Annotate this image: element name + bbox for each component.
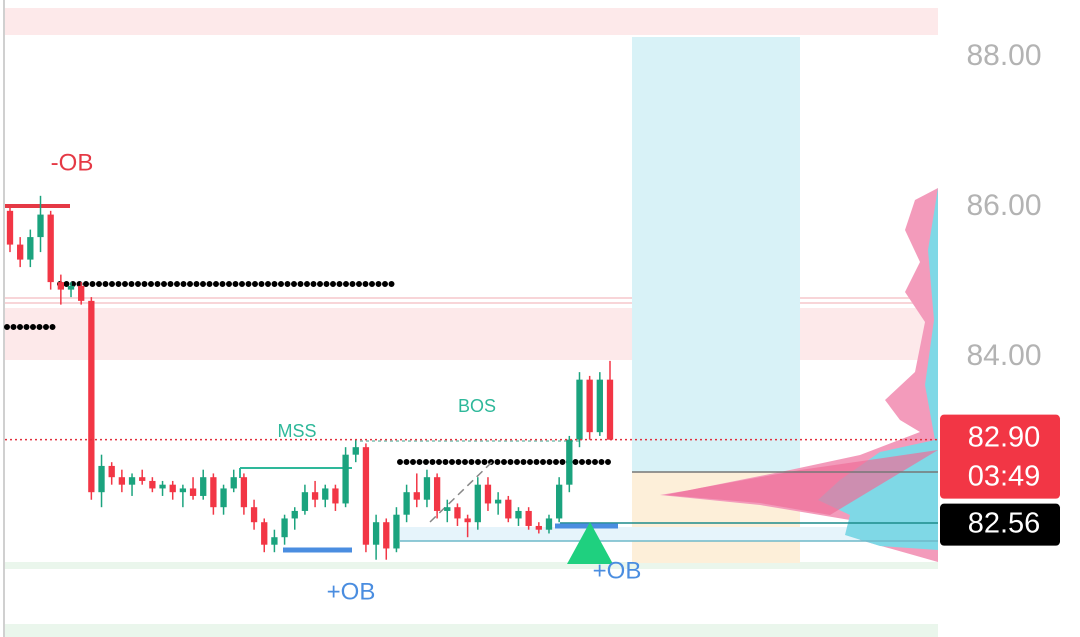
last-price-box (940, 414, 1060, 499)
candle-body (250, 507, 258, 523)
demand-zone (5, 562, 938, 569)
annotation: BOS (458, 396, 496, 416)
candle-body (27, 237, 34, 260)
candle-body (17, 244, 24, 260)
annotation: +OB (593, 557, 642, 584)
target-zone (632, 37, 800, 472)
candle-body (78, 285, 85, 301)
annotation: MSS (277, 421, 316, 441)
candle-body (403, 492, 410, 515)
candle-body (494, 499, 502, 504)
candle-body (139, 477, 146, 481)
candle-body (505, 499, 512, 519)
candle-body (88, 300, 95, 493)
volume-profile-poc (665, 450, 938, 515)
trend-line (429, 461, 493, 523)
candle-body (291, 510, 298, 519)
candle-body (118, 477, 126, 485)
candle-body (606, 379, 614, 440)
candle-body (454, 507, 461, 519)
candle-body (525, 510, 532, 526)
candle-body (261, 522, 268, 545)
candle-body (67, 285, 75, 290)
candle-body (301, 492, 309, 511)
candle-body (57, 282, 64, 290)
candle-body (271, 537, 278, 545)
order-block-zone (400, 527, 938, 541)
candle-body (484, 484, 492, 504)
candle-body (311, 492, 319, 500)
candle-body (159, 484, 166, 489)
candle-body (179, 488, 187, 493)
candle-body (372, 522, 380, 545)
candle-body (383, 522, 390, 549)
annotation: -OB (51, 149, 94, 176)
candles (6, 195, 614, 560)
candle-body (220, 488, 227, 508)
candle-body (169, 484, 176, 493)
candle-body (128, 477, 136, 485)
candle-body (474, 484, 481, 523)
candle-body (586, 379, 593, 433)
candle-body (433, 477, 441, 511)
candle-body (515, 510, 522, 519)
candle-body (47, 214, 54, 283)
candle-body (576, 379, 583, 440)
candle-body (362, 447, 370, 545)
candle-body (464, 518, 471, 523)
candle-body (108, 465, 115, 478)
candle-body (200, 477, 207, 496)
candle-body (37, 214, 44, 238)
buy-signal (567, 522, 613, 564)
second-price-box (940, 503, 1060, 546)
demand-zone (5, 624, 938, 637)
overlay: 84.00 86.00 88.00 82.90 03:49 82.56 -OB MSS BOS +… (5, 39, 1060, 605)
candle-body (545, 518, 553, 530)
candle-body (6, 210, 14, 245)
candle-body (342, 454, 349, 504)
second-price-label: 82.56 (968, 507, 1041, 539)
candle-body (444, 507, 451, 511)
candle-body (98, 465, 105, 493)
candle-body (240, 477, 248, 508)
candle-body (281, 518, 288, 538)
candle-body (556, 484, 563, 519)
candle-body (535, 525, 542, 530)
candle-body (210, 477, 217, 508)
candle-body (596, 379, 603, 433)
candle-body (566, 439, 573, 485)
candle-body (149, 480, 156, 489)
y-tick-label: 86.00 (966, 189, 1041, 222)
candle-body (230, 477, 237, 489)
candle-body (322, 488, 329, 500)
y-tick-label: 84.00 (966, 339, 1041, 372)
candle-body (332, 488, 339, 504)
countdown-label: 03:49 (968, 460, 1041, 492)
candle-body (423, 477, 431, 500)
candle-body (189, 488, 197, 496)
supply-zone (5, 8, 938, 35)
candle-body (352, 447, 359, 455)
candle-body (393, 514, 400, 549)
last-price-label: 82.90 (968, 421, 1041, 453)
annotation: +OB (327, 578, 376, 605)
y-tick-label: 88.00 (966, 39, 1041, 72)
candle-body (413, 492, 420, 500)
